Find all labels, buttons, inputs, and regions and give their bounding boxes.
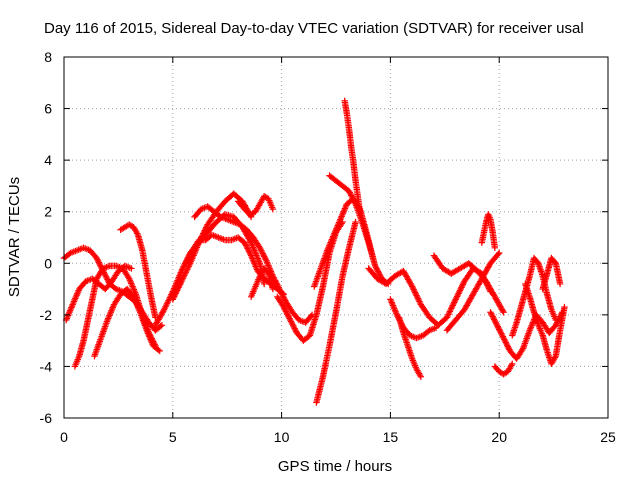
series-arc-6 <box>152 211 268 329</box>
series-arc-16 <box>341 97 364 215</box>
series-arc-19 <box>395 314 425 380</box>
x-tick-label: 5 <box>169 429 177 445</box>
series-arc-24 <box>491 360 516 378</box>
series-markers <box>522 280 568 368</box>
series-arc-11 <box>247 265 277 301</box>
series-arc-20 <box>430 252 507 316</box>
series-markers <box>430 252 507 316</box>
series-arc-21 <box>443 249 503 334</box>
y-axis-title: SDTVAR / TECUs <box>6 177 23 297</box>
series-markers <box>234 193 277 218</box>
series-markers <box>539 254 564 293</box>
series-markers <box>478 211 499 252</box>
series-markers <box>152 211 268 329</box>
series-arc-15 <box>326 172 392 288</box>
series-arc-14 <box>313 218 359 406</box>
series-markers <box>443 249 503 334</box>
x-tick-label: 10 <box>274 429 290 445</box>
x-tick-label: 0 <box>60 429 68 445</box>
series-layer <box>60 97 568 406</box>
series-markers <box>274 218 346 344</box>
y-tick-label: 2 <box>44 204 52 220</box>
series-arc-27 <box>539 254 564 293</box>
series-markers <box>395 314 425 380</box>
y-tick-label: -4 <box>40 358 53 374</box>
y-tick-label: 6 <box>44 101 52 117</box>
series-arc-5 <box>117 221 159 321</box>
series-arc-10 <box>234 193 277 218</box>
x-tick-label: 20 <box>491 429 507 445</box>
series-markers <box>247 265 277 301</box>
axis-ticks: 0 5 10 15 20 25 -6 -4 -2 0 2 4 6 8 <box>40 49 616 445</box>
series-markers <box>341 97 364 215</box>
series-markers <box>313 218 359 406</box>
y-tick-label: 8 <box>44 49 52 65</box>
x-tick-label: 25 <box>600 429 616 445</box>
series-arc-9 <box>191 203 316 326</box>
x-axis-title: GPS time / hours <box>278 458 392 475</box>
series-markers <box>91 285 163 360</box>
series-markers <box>191 203 316 326</box>
series-arc-4 <box>91 285 163 360</box>
y-tick-label: -2 <box>40 307 53 323</box>
series-arc-12 <box>274 218 346 344</box>
series-markers <box>117 221 159 321</box>
plot-frame <box>63 56 609 419</box>
series-arc-22 <box>478 211 499 252</box>
y-tick-label: -6 <box>40 410 53 426</box>
series-arc-26 <box>522 280 568 368</box>
x-tick-label: 15 <box>383 429 399 445</box>
y-tick-label: 4 <box>44 152 52 168</box>
series-markers <box>326 172 392 288</box>
chart-title: Day 116 of 2015, Sidereal Day-to-day VTE… <box>44 20 584 37</box>
series-markers <box>491 360 516 378</box>
y-tick-label: 0 <box>44 255 52 271</box>
